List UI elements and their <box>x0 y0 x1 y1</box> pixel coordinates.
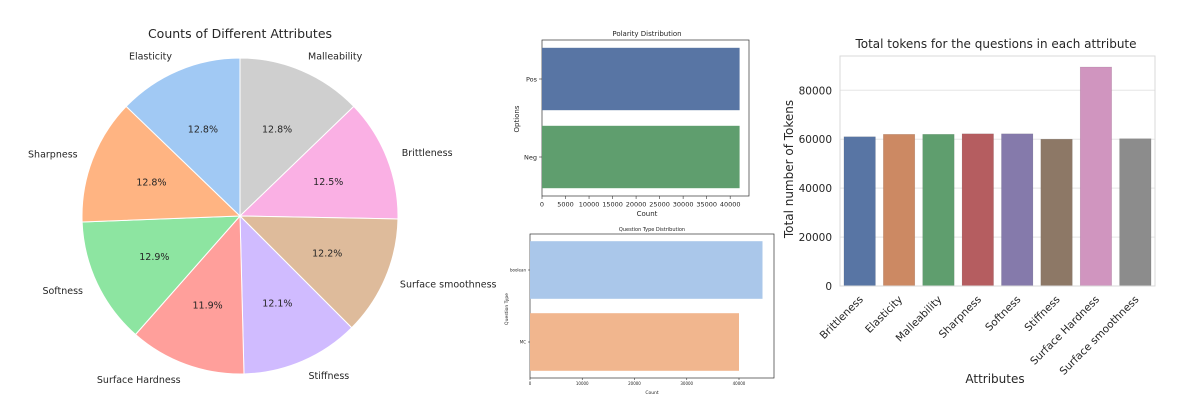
question-type-xtick-label: 10000 <box>576 381 589 386</box>
pie-percent-label: 12.8% <box>262 124 292 135</box>
pie-percent-label: 12.8% <box>188 124 218 135</box>
question-type-plot-frame <box>529 233 775 379</box>
polarity-xtick-label: 5000 <box>557 201 574 209</box>
tokens-plot-frame <box>839 55 1156 287</box>
polarity-ytick-label: Neg <box>524 153 537 161</box>
pie-slice-softness <box>81 215 242 336</box>
pie-chart: Counts of Different Attributes 12.8% Mall… <box>28 26 497 386</box>
pie-percent-label: 12.5% <box>313 177 343 188</box>
pie-percent-label: 11.9% <box>193 301 223 312</box>
tokens-chart: Total tokens for the questions in each a… <box>782 37 1156 386</box>
pie-percent-label: 12.9% <box>139 252 169 263</box>
polarity-title: Polarity Distribution <box>612 30 681 38</box>
tokens-xtick-label: Stiffness <box>1022 294 1062 334</box>
tokens-bar-brittleness <box>843 136 876 287</box>
tokens-bar-malleability <box>922 134 955 287</box>
polarity-chart: Polarity Distribution Count Options Pos N… <box>513 30 750 218</box>
pie-percent-label: 12.8% <box>136 178 166 189</box>
question-type-title: Question Type Distribution <box>619 227 685 233</box>
question-type-ytick-label: MC <box>520 339 526 344</box>
polarity-chart-panel: Polarity Distribution Count Options Pos N… <box>505 0 775 230</box>
pie-category-label: Surface smoothness <box>400 280 497 291</box>
polarity-bar-pos <box>542 47 740 111</box>
question-type-xtick-label: 30000 <box>680 381 693 386</box>
question-type-xtick-label: 40000 <box>733 381 746 386</box>
pie-percent-label: 12.1% <box>262 299 292 310</box>
polarity-xtick-label: 40000 <box>720 201 741 209</box>
question-type-bar-mc <box>530 313 739 371</box>
pie-category-label: Sharpness <box>28 150 78 161</box>
tokens-xtick-label: Softness <box>983 294 1023 334</box>
question-type-chart: Question Type Distribution Count Questio… <box>504 227 775 396</box>
polarity-xtick-label: 0 <box>540 201 544 209</box>
tokens-ytick-label: 20000 <box>799 232 832 244</box>
tokens-ytick-label: 80000 <box>799 85 832 97</box>
polarity-xtick-label: 15000 <box>602 201 623 209</box>
pie-chart-panel: Counts of Different Attributes 12.8% Mall… <box>0 0 497 419</box>
polarity-xlabel: Count <box>637 210 658 218</box>
tokens-bar-surface-hardness <box>1079 66 1112 287</box>
pie-slice-malleability <box>239 57 355 218</box>
tokens-xtick-label: Sharpness <box>937 294 984 341</box>
pie-slice-surface-hardness <box>134 214 245 375</box>
pie-slice-elasticity <box>125 57 241 218</box>
pie-title: Counts of Different Attributes <box>148 26 332 41</box>
tokens-xtick-label: Brittleness <box>818 294 866 342</box>
question-type-bar-boolean <box>530 241 763 299</box>
polarity-xtick-label: 25000 <box>649 201 670 209</box>
pie-slice-stiffness <box>239 214 353 375</box>
polarity-bar-neg <box>542 125 740 189</box>
pie-category-label: Surface Hardness <box>97 375 181 386</box>
polarity-ylabel: Options <box>513 105 521 132</box>
tokens-title: Total tokens for the questions in each a… <box>854 37 1136 51</box>
tokens-ytick-label: 40000 <box>799 183 832 195</box>
polarity-ytick-label: Pos <box>526 75 538 83</box>
question-type-chart-panel: Question Type Distribution Count Questio… <box>500 222 785 419</box>
tokens-bar-stiffness <box>1040 138 1073 287</box>
pie-category-label: Malleability <box>308 52 363 63</box>
polarity-xtick-label: 20000 <box>626 201 647 209</box>
pie-category-label: Brittleness <box>402 148 453 159</box>
question-type-xtick-label: 0 <box>529 381 532 386</box>
pie-category-label: Elasticity <box>129 52 172 63</box>
pie-slice-brittleness <box>238 105 399 220</box>
tokens-bar-sharpness <box>961 133 994 287</box>
polarity-xtick-label: 30000 <box>673 201 694 209</box>
question-type-ytick-label: boolean <box>510 267 526 272</box>
tokens-xtick-label: Surface Hardness <box>1028 294 1102 368</box>
question-type-ylabel: Question Type <box>504 293 510 325</box>
tokens-bar-surface-smoothness <box>1119 138 1152 287</box>
tokens-bar-elasticity <box>883 134 916 287</box>
polarity-xtick-label: 35000 <box>696 201 717 209</box>
tokens-xtick-label: Surface smoothness <box>1057 294 1141 378</box>
tokens-ytick-label: 60000 <box>799 134 832 146</box>
tokens-ytick-label: 0 <box>825 281 832 293</box>
tokens-chart-panel: Total tokens for the questions in each a… <box>770 0 1195 419</box>
polarity-plot-frame <box>541 39 750 197</box>
polarity-xtick-label: 10000 <box>579 201 600 209</box>
tokens-xlabel: Attributes <box>965 372 1024 386</box>
tokens-xtick-label: Elasticity <box>863 294 905 336</box>
question-type-xtick-label: 20000 <box>628 381 641 386</box>
tokens-ylabel: Total number of Tokens <box>782 100 796 239</box>
tokens-bar-softness <box>1001 133 1034 287</box>
pie-slice-sharpness <box>81 105 242 223</box>
pie-category-label: Stiffness <box>309 371 350 382</box>
pie-slice-surface-smoothness <box>238 215 399 329</box>
question-type-xlabel: Count <box>645 390 659 396</box>
pie-percent-label: 12.2% <box>312 249 342 260</box>
pie-category-label: Softness <box>42 286 83 297</box>
